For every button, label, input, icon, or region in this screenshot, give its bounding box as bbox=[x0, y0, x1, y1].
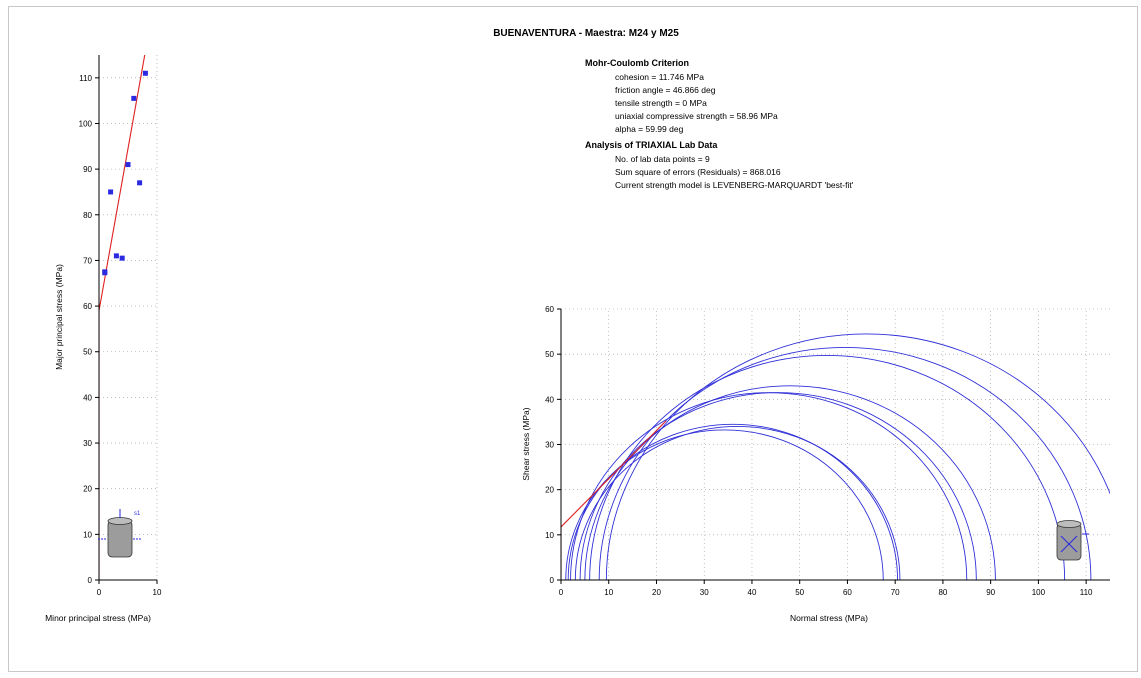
right-x-tick-label: 40 bbox=[748, 588, 757, 597]
right-y-axis-label: Shear stress (MPa) bbox=[521, 407, 531, 480]
right-y-tick-label: 60 bbox=[545, 305, 554, 314]
data-point bbox=[125, 162, 131, 168]
friction-angle-text: friction angle = 46.866 deg bbox=[615, 85, 716, 95]
left-y-tick-label: 50 bbox=[83, 348, 92, 357]
left-y-tick-label: 40 bbox=[83, 393, 92, 402]
mohr-circles bbox=[565, 333, 1110, 580]
right-y-tick-label: 20 bbox=[545, 486, 554, 495]
right-y-tick-label: 10 bbox=[545, 531, 554, 540]
left-chart-fit bbox=[99, 55, 146, 580]
right-x-tick-label: 80 bbox=[938, 588, 947, 597]
mohr-circle bbox=[574, 426, 901, 580]
right-x-tick-label: 30 bbox=[700, 588, 709, 597]
left-chart-axes: 0 10 20 30 40 50 60 70 80 90 100 110 0 10 bbox=[79, 55, 162, 597]
right-y-tick-label: 50 bbox=[545, 350, 554, 359]
left-y-tick-label: 10 bbox=[83, 530, 92, 539]
left-y-tick-label: 100 bbox=[79, 119, 93, 128]
fit-line bbox=[99, 55, 146, 311]
plot-frame: BUENAVENTURA - Maestra: M24 y M25 Mohr-C… bbox=[8, 6, 1138, 672]
data-point bbox=[108, 189, 114, 195]
left-y-axis-label: Major principal stress (MPa) bbox=[54, 264, 64, 370]
right-x-tick-label: 10 bbox=[604, 588, 613, 597]
mohr-circle bbox=[599, 347, 1091, 580]
data-points-text: No. of lab data points = 9 bbox=[615, 154, 710, 164]
ucs-text: uniaxial compressive strength = 58.96 MP… bbox=[615, 111, 778, 121]
svg-text:s1: s1 bbox=[134, 511, 141, 517]
strength-model-text: Current strength model is LEVENBERG-MARQ… bbox=[615, 180, 854, 190]
left-chart-grid bbox=[98, 55, 158, 581]
data-point bbox=[142, 70, 148, 76]
info-block: Mohr-Coulomb Criterion cohesion = 11.746… bbox=[585, 58, 854, 190]
left-x-axis-label: Minor principal stress (MPa) bbox=[45, 613, 151, 623]
left-y-tick-label: 110 bbox=[79, 74, 92, 83]
analysis-heading: Analysis of TRIAXIAL Lab Data bbox=[585, 140, 718, 150]
right-x-tick-label: 20 bbox=[652, 588, 661, 597]
left-y-tick-label: 80 bbox=[83, 211, 92, 220]
alpha-text: alpha = 59.99 deg bbox=[615, 124, 684, 134]
left-x-tick-label: 0 bbox=[97, 588, 102, 597]
data-point bbox=[119, 255, 125, 261]
right-x-tick-label: 110 bbox=[1080, 588, 1093, 597]
left-y-tick-label: 20 bbox=[83, 485, 92, 494]
mohr-circle bbox=[584, 385, 996, 580]
left-y-tick-label: 0 bbox=[88, 576, 93, 585]
right-x-tick-label: 70 bbox=[891, 588, 900, 597]
right-x-axis-label: Normal stress (MPa) bbox=[790, 613, 868, 623]
tensile-strength-text: tensile strength = 0 MPa bbox=[615, 98, 707, 108]
cohesion-text: cohesion = 11.746 MPa bbox=[615, 72, 704, 82]
left-x-tick-label: 10 bbox=[153, 588, 162, 597]
mohr-circle bbox=[589, 354, 1066, 580]
left-y-tick-label: 70 bbox=[83, 256, 92, 265]
right-x-tick-label: 60 bbox=[843, 588, 852, 597]
chart-title: BUENAVENTURA - Maestra: M24 y M25 bbox=[493, 28, 679, 39]
residuals-text: Sum square of errors (Residuals) = 868.0… bbox=[615, 167, 781, 177]
right-chart-axes: 0 10 20 30 40 50 60 0 10 20 30 40 50 60 70 80 90 100 110 bbox=[545, 305, 1110, 597]
triaxial-specimen-icon: s1 bbox=[98, 509, 142, 558]
right-y-tick-label: 30 bbox=[545, 441, 554, 450]
mohr-circle bbox=[605, 333, 1110, 580]
right-y-tick-label: 0 bbox=[550, 576, 555, 585]
left-chart-points bbox=[102, 70, 148, 276]
left-y-tick-label: 60 bbox=[83, 302, 92, 311]
right-y-tick-label: 40 bbox=[545, 395, 554, 404]
mohr-coulomb-heading: Mohr-Coulomb Criterion bbox=[585, 58, 689, 68]
left-y-tick-label: 90 bbox=[83, 165, 92, 174]
chart-canvas: BUENAVENTURA - Maestra: M24 y M25 Mohr-C… bbox=[45, 28, 1110, 623]
right-x-tick-label: 0 bbox=[559, 588, 564, 597]
data-point bbox=[137, 180, 143, 186]
mohr-envelope bbox=[561, 420, 667, 580]
data-point bbox=[102, 270, 108, 276]
data-point bbox=[131, 95, 137, 101]
mohr-circle bbox=[579, 392, 977, 580]
envelope-line bbox=[561, 420, 667, 528]
right-x-tick-label: 90 bbox=[986, 588, 995, 597]
right-x-tick-label: 50 bbox=[795, 588, 804, 597]
mohr-circle bbox=[567, 423, 899, 580]
triaxial-specimen-icon-right bbox=[1056, 520, 1089, 561]
left-y-tick-label: 30 bbox=[83, 439, 92, 448]
mohr-circle bbox=[565, 429, 884, 580]
right-x-tick-label: 100 bbox=[1032, 588, 1046, 597]
data-point bbox=[113, 253, 119, 259]
